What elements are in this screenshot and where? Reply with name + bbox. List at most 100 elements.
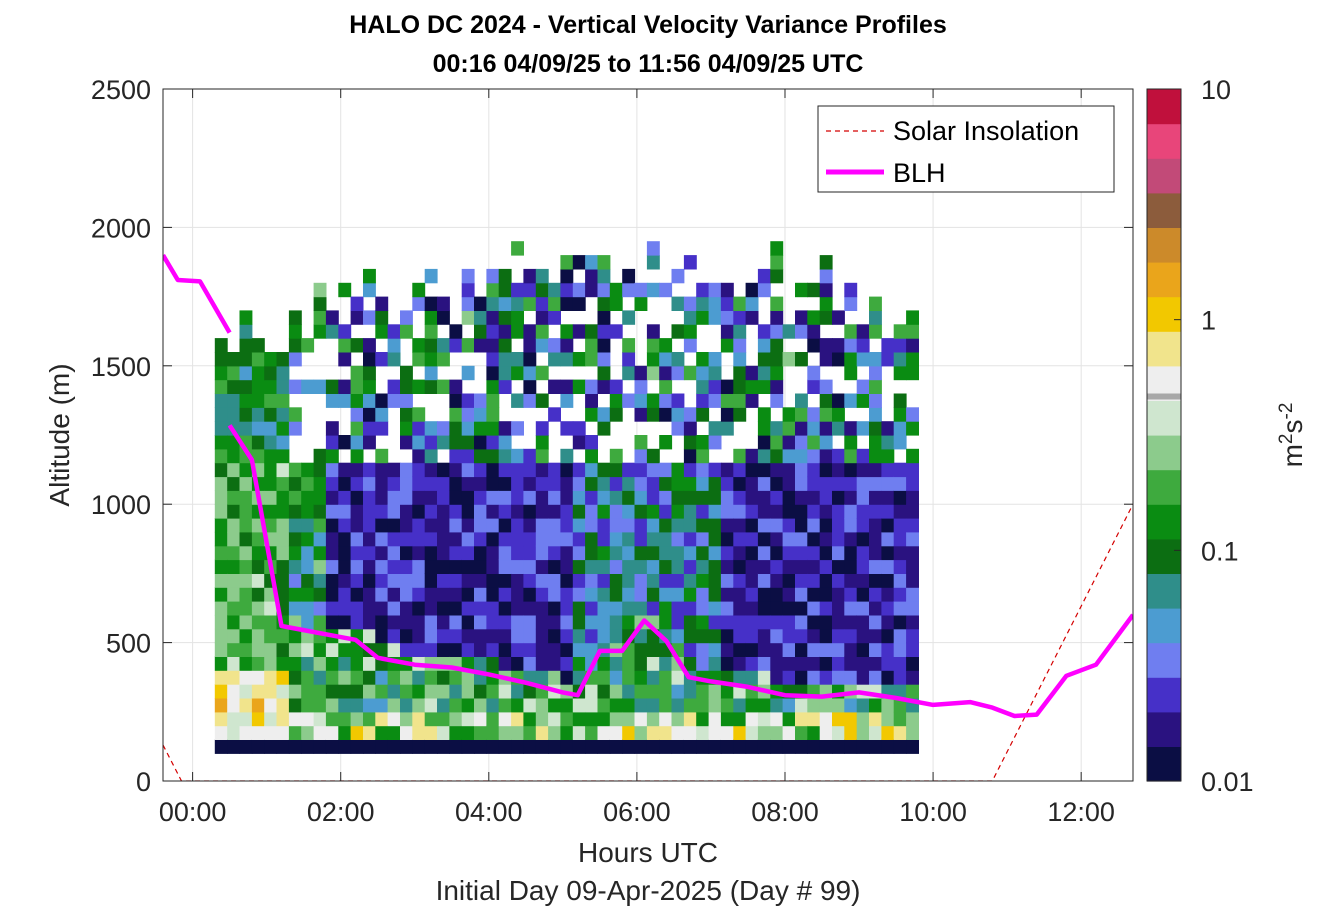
heatmap-cell [745, 310, 759, 325]
heatmap-cell [548, 587, 561, 602]
heatmap-cell [906, 504, 919, 519]
heatmap-cell [671, 684, 685, 699]
heatmap-cell [461, 476, 475, 491]
heatmap-cell [683, 711, 697, 727]
heatmap-cell [498, 338, 512, 353]
heatmap-cell [251, 352, 265, 367]
heatmap-cell [795, 282, 808, 298]
heatmap-cell [683, 573, 697, 588]
heatmap-cell [572, 656, 586, 671]
heatmap-cell [449, 407, 463, 422]
heatmap-cell [634, 545, 648, 561]
heatmap-cell [807, 725, 821, 740]
heatmap-cell [313, 684, 327, 699]
heatmap-cell [424, 462, 438, 478]
heatmap-cell [535, 698, 549, 713]
heatmap-cell [745, 725, 759, 740]
heatmap-cell [597, 531, 611, 547]
heatmap-cell [239, 545, 253, 561]
heatmap-cell [264, 476, 278, 491]
heatmap-cell [412, 684, 426, 699]
heatmap-cell [844, 656, 858, 671]
heatmap-cell [214, 365, 228, 381]
heatmap-cell [708, 296, 722, 311]
heatmap-cell [313, 670, 327, 685]
heatmap-cell [683, 587, 697, 602]
heatmap-cell [745, 490, 759, 505]
heatmap-cell [720, 739, 734, 754]
heatmap-cell [572, 324, 586, 339]
heatmap-cell [844, 435, 858, 450]
heatmap-cell [782, 518, 796, 533]
heatmap-cell [276, 352, 290, 367]
heatmap-cell [461, 670, 475, 685]
heatmap-cell [251, 531, 265, 547]
heatmap-cell [893, 670, 907, 685]
heatmap-cell [424, 711, 438, 727]
heatmap-cell [696, 310, 710, 325]
heatmap-cell [609, 670, 623, 685]
heatmap-cell [782, 670, 796, 685]
heatmap-cell [511, 324, 524, 339]
heatmap-cell [745, 462, 759, 478]
heatmap-cell [659, 670, 673, 685]
heatmap-cell [288, 559, 302, 574]
heatmap-cell [412, 435, 426, 450]
heatmap-cell [572, 628, 586, 644]
heatmap-cell [708, 393, 722, 408]
heatmap-cell [745, 698, 759, 713]
heatmap-cell [486, 407, 500, 422]
heatmap-cell [535, 559, 549, 574]
heatmap-cell [683, 448, 697, 464]
heatmap-cell [893, 711, 907, 727]
heatmap-cell [276, 518, 290, 533]
heatmap-cell [782, 628, 796, 644]
heatmap-cell [387, 739, 401, 754]
heatmap-cell [832, 518, 845, 533]
heatmap-cell [609, 407, 623, 422]
heatmap-cell [893, 421, 907, 436]
heatmap-cell [560, 421, 574, 436]
colorbar-swatch [1147, 192, 1181, 228]
heatmap-cell [622, 670, 636, 685]
heatmap-cell [733, 504, 747, 519]
heatmap-cell [338, 711, 352, 727]
heatmap-cell [585, 573, 598, 588]
heatmap-cell [869, 670, 882, 685]
heatmap-cell [585, 531, 598, 547]
heatmap-cell [844, 601, 858, 616]
heatmap-cell [474, 435, 487, 450]
heatmap-cell [363, 711, 376, 727]
heatmap-cell [622, 698, 636, 713]
heatmap-cell [486, 268, 500, 284]
heatmap-cell [548, 379, 561, 394]
heatmap-cell [350, 421, 364, 436]
heatmap-cell [597, 268, 611, 284]
heatmap-cell [363, 628, 376, 644]
heatmap-cell [511, 684, 524, 699]
heatmap-cell [585, 379, 598, 394]
heatmap-cell [498, 324, 512, 339]
heatmap-cell [906, 365, 919, 381]
heatmap-cell [881, 670, 895, 685]
heatmap-cell [795, 490, 808, 505]
heatmap-cell [881, 518, 895, 533]
heatmap-cell [770, 393, 784, 408]
heatmap-cell [461, 573, 475, 588]
heatmap-cell [869, 601, 882, 616]
heatmap-cell [646, 573, 660, 588]
heatmap-cell [609, 614, 623, 630]
heatmap-cell [646, 324, 660, 339]
heatmap-cell [350, 559, 364, 574]
heatmap-cell [881, 628, 895, 644]
heatmap-cell [622, 545, 636, 561]
heatmap-cell [449, 545, 463, 561]
heatmap-cell [301, 587, 315, 602]
heatmap-cell [597, 504, 611, 519]
heatmap-cell [782, 614, 796, 630]
heatmap-cell [424, 684, 438, 699]
x-axis-label-day: Initial Day 09-Apr-2025 (Day # 99) [436, 875, 861, 906]
heatmap-cell [535, 268, 549, 284]
